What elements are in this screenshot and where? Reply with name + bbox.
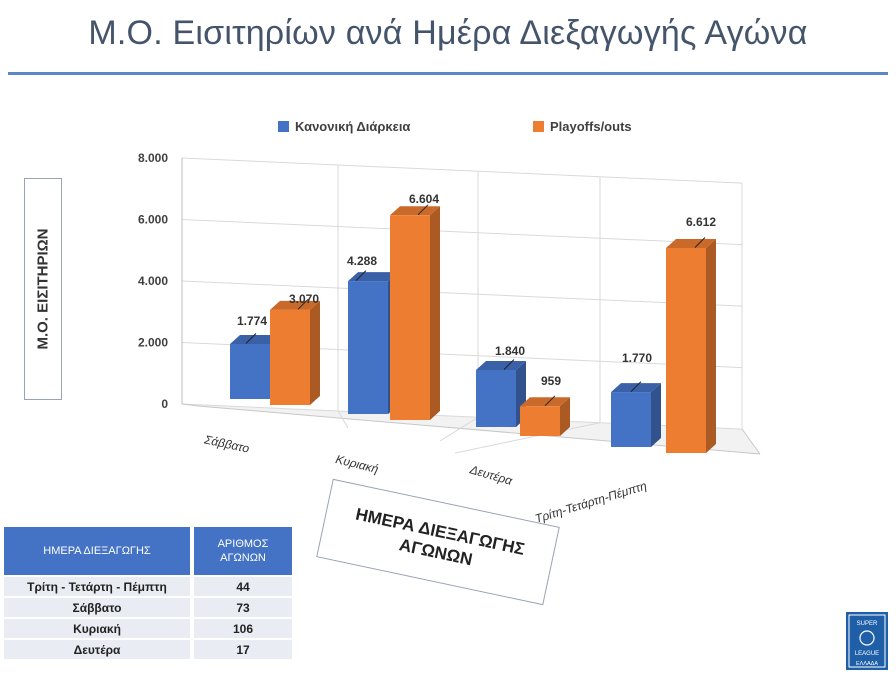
- data-label: 6.604: [409, 192, 439, 206]
- bar-playoffs-side: [310, 300, 320, 405]
- data-label: 4.288: [347, 254, 377, 268]
- gridline-y: [181, 280, 743, 307]
- bar-playoffs: [520, 406, 560, 436]
- bar-regular-top: [348, 272, 398, 282]
- bar-regular: [230, 344, 270, 399]
- y-tick-label: 4.000: [138, 274, 168, 288]
- data-label-leader: [630, 381, 642, 392]
- data-label-leader: [544, 395, 556, 407]
- floor-edge-right: [741, 428, 761, 455]
- floor-edge-left: [181, 403, 199, 407]
- table-cell-count: 17: [190, 640, 292, 659]
- bar-regular: [348, 281, 388, 414]
- title-underline: [8, 72, 888, 75]
- table-cell-day: Κυριακή: [4, 619, 190, 638]
- bar-playoffs-side: [706, 239, 716, 453]
- logo-text-1: SUPER: [857, 621, 878, 627]
- data-label: 1.770: [622, 351, 652, 365]
- super-league-logo: SUPER LEAGUE ΕΛΛΑΔΑ: [846, 612, 888, 670]
- table-header-day: ΗΜΕΡΑ ΔΙΕΞΑΓΩΓΗΣ: [4, 527, 190, 575]
- table-cell-count: 106: [190, 619, 292, 638]
- table-cell-day: Τρίτη - Τετάρτη - Πέμπτη: [4, 577, 190, 596]
- logo-ball-icon: [859, 630, 875, 646]
- bar-playoffs-side: [560, 397, 570, 436]
- table-cell-day: Σάββατο: [4, 598, 190, 617]
- legend-swatch-playoffs: [533, 121, 544, 132]
- legend-item-playoffs: Playoffs/outs: [533, 119, 632, 134]
- gridline-y: [181, 219, 743, 246]
- table-header-count-text: ΑΡΙΘΜΟΣ ΑΓΩΝΩΝ: [217, 537, 269, 564]
- legend-label-playoffs: Playoffs/outs: [550, 119, 632, 134]
- x-tick-label: Τρίτη-Τετάρτη-Πέμπτη: [533, 478, 649, 525]
- data-label: 1.774: [237, 314, 267, 328]
- y-axis-title: Μ.Ο. ΕΙΣΙΤΗΡΙΩΝ: [34, 228, 52, 350]
- table-header-row: ΗΜΕΡΑ ΔΙΕΞΑΓΩΓΗΣ ΑΡΙΘΜΟΣ ΑΓΩΝΩΝ: [4, 527, 292, 575]
- table-row: Τρίτη - Τετάρτη - Πέμπτη 44: [4, 577, 292, 596]
- y-tick-label: 2.000: [138, 336, 168, 350]
- x-tick-label: Δευτέρα: [467, 462, 515, 488]
- x-tick-label: Κυριακή: [334, 452, 380, 476]
- bar-regular-top: [476, 360, 526, 370]
- floor-divider: [439, 416, 479, 442]
- bar-playoffs: [270, 309, 310, 405]
- data-label: 959: [541, 374, 561, 388]
- x-tick-label: Σάββατο: [202, 432, 251, 455]
- data-label-leader: [694, 237, 706, 248]
- bar-playoffs-side: [430, 206, 440, 420]
- floor-divider: [454, 422, 601, 454]
- bar-playoffs-top: [520, 397, 570, 407]
- table-cell-day: Δευτέρα: [4, 640, 190, 659]
- table-cell-count: 44: [190, 577, 292, 596]
- gridline-y: [181, 157, 743, 184]
- logo-frame: [848, 614, 886, 668]
- bar-playoffs: [666, 248, 706, 453]
- bar-playoffs-top: [270, 300, 320, 310]
- legend-label-regular: Κανονική Διάρκεια: [295, 119, 411, 134]
- bar-playoffs-top: [390, 206, 440, 216]
- data-label-leader: [297, 298, 309, 310]
- table-row: Κυριακή 106: [4, 619, 292, 638]
- bar-regular-top: [611, 383, 661, 393]
- legend-item-regular: Κανονική Διάρκεια: [278, 119, 410, 134]
- table-cell-count: 73: [190, 598, 292, 617]
- logo-text-3: ΕΛΛΑΔΑ: [856, 661, 878, 667]
- matches-table: ΗΜΕΡΑ ΔΙΕΞΑΓΩΓΗΣ ΑΡΙΘΜΟΣ ΑΓΩΝΩΝ Τρίτη - …: [4, 525, 292, 661]
- data-label: 1.840: [495, 344, 525, 358]
- bar-playoffs: [390, 215, 430, 420]
- y-axis-title-box: Μ.Ο. ΕΙΣΙΤΗΡΙΩΝ: [24, 178, 62, 400]
- y-tick-label: 0: [161, 397, 168, 411]
- y-tick-label: 8.000: [138, 151, 168, 165]
- data-label-leader: [355, 270, 367, 281]
- y-tick-label: 6.000: [138, 213, 168, 227]
- data-label-leader: [503, 359, 515, 370]
- table-row: Σάββατο 73: [4, 598, 292, 617]
- bar-playoffs-top: [666, 239, 716, 249]
- data-label: 3.070: [289, 292, 319, 306]
- table-row: Δευτέρα 17: [4, 640, 292, 659]
- page-title: Μ.Ο. Εισιτηρίων ανά Ημέρα Διεξαγωγής Αγώ…: [88, 14, 808, 52]
- bar-regular-side: [651, 383, 661, 447]
- bar-regular: [611, 392, 651, 447]
- table-header-count: ΑΡΙΘΜΟΣ ΑΓΩΝΩΝ: [190, 527, 292, 575]
- logo-text-2: LEAGUE: [855, 651, 879, 657]
- data-label: 6.612: [686, 215, 716, 229]
- data-label-leader: [417, 204, 429, 216]
- bar-regular: [476, 370, 516, 427]
- bar-regular-top: [230, 335, 280, 345]
- legend-swatch-regular: [278, 121, 289, 132]
- logo-background: [846, 612, 888, 670]
- data-label-leader: [245, 333, 257, 344]
- floor-divider: [337, 410, 349, 429]
